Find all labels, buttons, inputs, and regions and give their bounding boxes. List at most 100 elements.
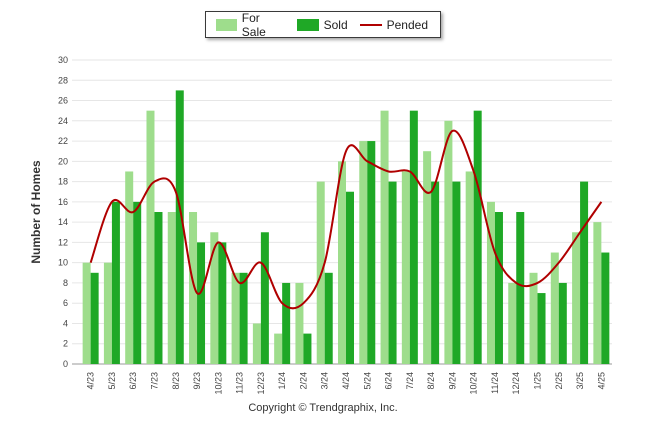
- x-tick-label: 9/24: [447, 372, 457, 390]
- copyright-footer: Copyright © Trendgraphix, Inc.: [248, 402, 398, 414]
- bar-for-sale[interactable]: [550, 252, 559, 364]
- bar-for-sale[interactable]: [593, 222, 602, 364]
- x-tick-label: 12/23: [256, 372, 266, 395]
- legend-swatch-for-sale: [216, 18, 237, 31]
- bar-sold[interactable]: [218, 242, 227, 364]
- bar-sold[interactable]: [494, 212, 503, 364]
- bar-for-sale[interactable]: [401, 171, 410, 364]
- bar-for-sale[interactable]: [252, 323, 261, 364]
- bar-sold[interactable]: [154, 212, 163, 364]
- x-tick-label: 4/23: [86, 372, 96, 390]
- bar-sold[interactable]: [197, 242, 206, 364]
- bar-sold[interactable]: [282, 282, 291, 364]
- bar-sold[interactable]: [388, 181, 397, 364]
- bar-for-sale[interactable]: [572, 232, 581, 364]
- y-tick-label: 28: [58, 75, 68, 85]
- y-tick-label: 22: [58, 136, 68, 146]
- legend-item-sold[interactable]: Sold: [296, 17, 348, 32]
- bar-for-sale[interactable]: [359, 141, 368, 364]
- y-tick-label: 24: [58, 116, 68, 126]
- x-tick-label: 6/24: [384, 372, 394, 390]
- x-tick-label: 8/24: [426, 372, 436, 390]
- bar-for-sale[interactable]: [103, 262, 112, 364]
- bar-sold[interactable]: [516, 212, 525, 364]
- bar-sold[interactable]: [260, 232, 269, 364]
- x-tick-label: 3/24: [320, 372, 330, 390]
- bar-for-sale[interactable]: [167, 212, 176, 364]
- bar-sold[interactable]: [601, 252, 610, 364]
- bar-sold[interactable]: [239, 272, 248, 364]
- bar-sold[interactable]: [346, 191, 354, 364]
- bar-for-sale[interactable]: [210, 232, 219, 364]
- bar-sold[interactable]: [367, 141, 376, 364]
- y-tick-label: 18: [58, 177, 68, 187]
- x-tick-label: 9/23: [192, 372, 202, 390]
- x-tick-label: 8/23: [171, 372, 181, 390]
- x-tick-label: 11/23: [235, 372, 245, 394]
- x-tick-label: 10/23: [213, 372, 223, 395]
- bar-for-sale[interactable]: [508, 282, 517, 364]
- y-tick-label: 4: [63, 318, 68, 328]
- bar-sold[interactable]: [580, 181, 589, 364]
- bar-sold[interactable]: [558, 282, 567, 364]
- bar-for-sale[interactable]: [465, 171, 474, 364]
- y-tick-label: 20: [58, 156, 68, 166]
- bar-sold[interactable]: [431, 181, 440, 364]
- legend-swatch-pended: [359, 23, 382, 26]
- y-tick-label: 0: [63, 359, 68, 369]
- bar-sold[interactable]: [452, 181, 461, 364]
- bar-for-sale[interactable]: [423, 151, 432, 364]
- bar-for-sale[interactable]: [295, 282, 304, 364]
- x-tick-label: 4/24: [341, 372, 351, 390]
- y-tick-label: 26: [58, 96, 68, 106]
- bar-for-sale[interactable]: [486, 201, 495, 364]
- legend-item-pended[interactable]: Pended: [359, 17, 428, 32]
- bar-for-sale[interactable]: [146, 110, 155, 365]
- bar-for-sale[interactable]: [125, 171, 134, 364]
- bar-sold[interactable]: [303, 333, 312, 364]
- bar-sold[interactable]: [133, 201, 142, 364]
- y-tick-label: 10: [58, 258, 68, 268]
- legend-label-pended: Pended: [386, 17, 428, 32]
- y-tick-label: 14: [58, 217, 68, 227]
- x-tick-label: 2/25: [554, 372, 564, 390]
- bar-for-sale[interactable]: [444, 120, 453, 364]
- x-tick-label: 10/24: [469, 372, 479, 395]
- y-tick-label: 2: [63, 339, 68, 349]
- x-axis-ticks: 4/23 5/23 6/23 7/23 8/23 9/23 10/23 11/23 12/23 1…: [86, 372, 607, 395]
- y-tick-label: 6: [63, 298, 68, 308]
- bar-for-sale[interactable]: [82, 262, 91, 364]
- bar-sold[interactable]: [111, 201, 120, 364]
- x-tick-label: 4/25: [596, 372, 606, 390]
- bar-sold[interactable]: [324, 272, 333, 364]
- x-tick-label: 3/25: [575, 372, 585, 390]
- bar-for-sale[interactable]: [189, 212, 198, 364]
- legend: For Sale Sold Pended: [205, 11, 441, 39]
- legend-label-for-sale: For Sale: [241, 10, 266, 39]
- legend-swatch-sold: [296, 18, 319, 31]
- bar-for-sale[interactable]: [338, 161, 346, 364]
- bar-sold[interactable]: [90, 272, 99, 364]
- bar-sold[interactable]: [473, 110, 482, 365]
- x-tick-label: 1/24: [277, 372, 287, 390]
- bar-for-sale[interactable]: [529, 272, 538, 364]
- x-tick-label: 6/23: [128, 372, 138, 390]
- bar-for-sale[interactable]: [231, 272, 240, 364]
- x-tick-label: 12/24: [511, 372, 521, 395]
- bar-for-sale[interactable]: [274, 333, 283, 364]
- x-tick-label: 11/24: [490, 372, 500, 394]
- x-tick-label: 5/23: [107, 372, 117, 390]
- bar-for-sale[interactable]: [380, 110, 389, 365]
- legend-item-for-sale[interactable]: For Sale: [216, 11, 285, 39]
- pended-line-group: [89, 129, 603, 310]
- legend-label-sold: Sold: [323, 17, 348, 32]
- pended-line[interactable]: [89, 129, 603, 310]
- bar-sold[interactable]: [409, 110, 418, 365]
- y-axis-label: Number of Homes: [29, 160, 43, 264]
- y-tick-label: 8: [63, 278, 68, 288]
- bar-sold[interactable]: [175, 90, 184, 365]
- bar-sold[interactable]: [537, 293, 546, 364]
- bars: [82, 90, 610, 365]
